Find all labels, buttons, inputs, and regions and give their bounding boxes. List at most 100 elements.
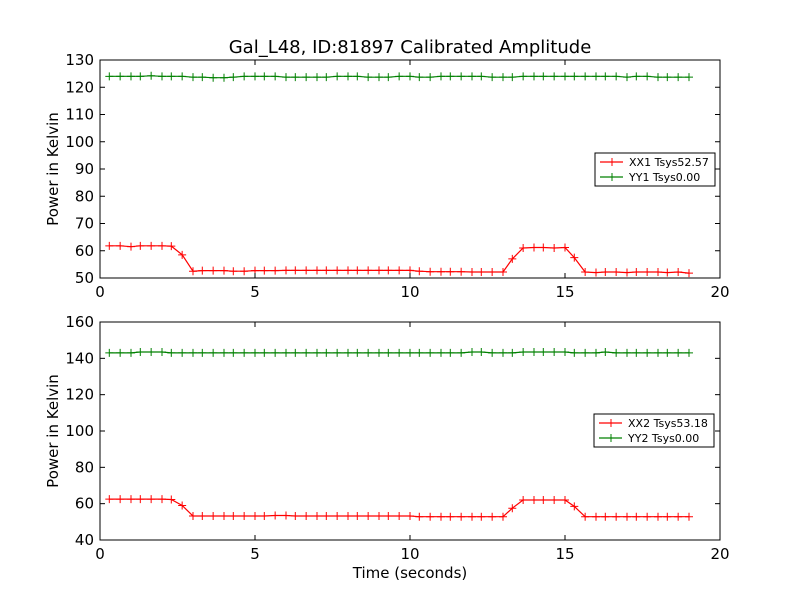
data-point [488, 348, 497, 357]
data-point [353, 512, 362, 521]
data-point [488, 512, 497, 521]
legend-label: YY2 Tsys0.00 [627, 432, 699, 445]
data-point [550, 347, 559, 356]
data-point [198, 73, 207, 82]
data-point [220, 266, 228, 275]
data-point [550, 496, 559, 505]
data-point [539, 496, 548, 505]
data-point [654, 268, 662, 277]
data-point [178, 72, 187, 81]
data-point [477, 347, 486, 356]
data-point [364, 512, 373, 521]
data-point [406, 512, 414, 521]
y-tick-label: 60 [75, 242, 94, 260]
y-tick-label: 120 [65, 386, 94, 404]
chart-title: Gal_L48, ID:81897 Calibrated Amplitude [229, 37, 592, 58]
data-point [240, 348, 249, 357]
data-point [271, 348, 280, 357]
data-point [457, 72, 466, 81]
x-tick-label: 15 [555, 283, 574, 301]
data-point [116, 72, 125, 81]
data-point [322, 73, 331, 82]
data-point [189, 73, 197, 82]
data-point [395, 512, 404, 521]
legend-marker [608, 173, 616, 181]
data-point [395, 72, 404, 81]
data-point [260, 266, 269, 275]
data-point [415, 512, 424, 521]
data-point [519, 347, 528, 356]
x-tick-label: 10 [400, 545, 419, 563]
data-point [437, 267, 445, 276]
data-point [271, 266, 280, 275]
data-point [291, 73, 300, 82]
y-tick-label: 160 [65, 313, 94, 331]
data-point [643, 268, 652, 277]
data-point [116, 348, 125, 357]
series-xx-2 [105, 495, 693, 521]
data-point [632, 348, 641, 357]
data-point [437, 72, 445, 81]
data-point [632, 512, 641, 521]
data-point [147, 495, 156, 504]
data-point [209, 512, 218, 521]
data-point [282, 348, 290, 357]
data-point [229, 348, 238, 357]
data-point [333, 266, 342, 275]
data-point [612, 512, 621, 521]
data-point [333, 512, 342, 521]
data-point [426, 348, 435, 357]
data-point [581, 512, 590, 521]
data-point [313, 512, 321, 521]
data-point [302, 266, 311, 275]
data-point [302, 512, 311, 521]
data-point [550, 72, 559, 81]
data-point [220, 348, 228, 357]
data-point [437, 348, 445, 357]
data-point [375, 73, 383, 82]
data-point [612, 72, 621, 81]
data-point [229, 267, 238, 276]
x-tick-label: 10 [400, 283, 419, 301]
data-point [663, 268, 672, 277]
data-point [105, 72, 114, 81]
legend: XX1 Tsys52.57 YY1 Tsys0.00 [594, 152, 716, 187]
data-point [499, 348, 507, 357]
data-point [375, 348, 383, 357]
data-point [344, 512, 352, 521]
data-point [260, 72, 269, 81]
data-point [530, 347, 538, 356]
legend-label: XX1 Tsys52.57 [629, 156, 709, 169]
data-point [468, 72, 476, 81]
data-point [643, 512, 652, 521]
data-point [570, 348, 579, 357]
legend-box [594, 152, 716, 187]
data-point [592, 512, 600, 521]
data-point [663, 348, 672, 357]
x-axis-label: Time (seconds) [352, 564, 468, 582]
y-axis-label: Power in Kelvin [44, 374, 62, 488]
data-point [136, 72, 145, 81]
data-point [446, 72, 455, 81]
y-tick-label: 70 [75, 215, 94, 233]
x-tick-label: 0 [95, 283, 105, 301]
data-point [229, 73, 238, 82]
data-point [364, 73, 373, 82]
data-point [384, 266, 393, 275]
legend-marker [607, 434, 615, 442]
data-point [384, 348, 393, 357]
data-point [643, 72, 652, 81]
data-point [426, 512, 435, 521]
data-point [654, 348, 662, 357]
data-point [601, 72, 610, 81]
data-point [189, 348, 197, 357]
data-point [302, 348, 311, 357]
data-point [333, 348, 342, 357]
data-point [344, 72, 352, 81]
data-point [364, 266, 373, 275]
data-point [291, 512, 300, 521]
data-point [623, 348, 631, 357]
data-point [251, 72, 259, 81]
data-point [282, 266, 290, 275]
legend-marker [608, 158, 616, 166]
